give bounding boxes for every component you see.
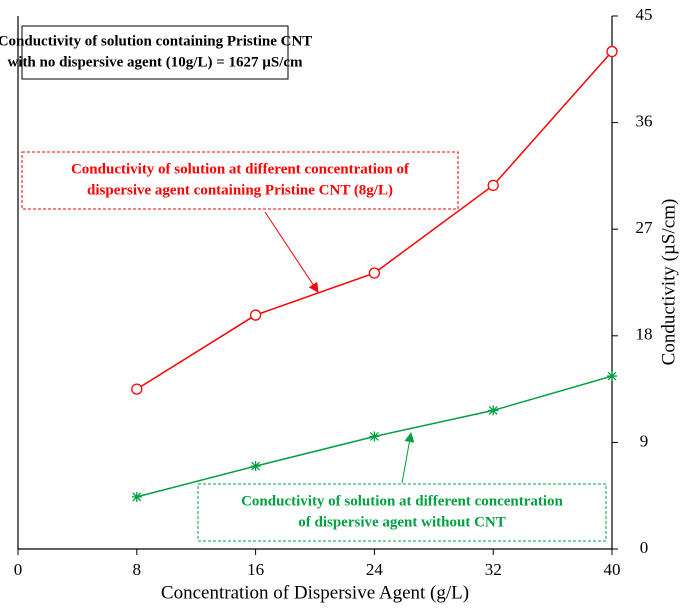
x-axis-label: Concentration of Dispersive Agent (g/L) [161, 582, 469, 603]
x-tick-label: 8 [133, 560, 142, 579]
marker [131, 383, 143, 395]
x-tick-label: 16 [247, 560, 264, 579]
y-axis-label: Conductivity (µS/cm) [658, 199, 679, 366]
marker [487, 179, 499, 192]
x-tick-label: 24 [366, 560, 384, 579]
y-tick-label: 27 [636, 218, 654, 237]
y-tick-label: 18 [636, 325, 653, 344]
annotation-text: with no dispersive agent (10g/L) = 1627 … [7, 54, 303, 70]
y-tick-label: 36 [636, 112, 653, 131]
marker [249, 309, 262, 321]
marker [250, 461, 261, 472]
annotation-text: Conductivity of solution containing Pris… [0, 33, 312, 49]
marker [606, 45, 618, 58]
marker [488, 405, 499, 416]
annotation-arrow [264, 211, 319, 293]
marker [369, 431, 380, 442]
series-line [136, 51, 613, 390]
x-tick-label: 40 [604, 560, 621, 579]
x-tick-label: 32 [485, 560, 502, 579]
annotation-text: Conductivity of solution at different co… [241, 493, 563, 509]
annotation-text: Conductivity of solution at different co… [71, 161, 410, 177]
marker [607, 371, 617, 382]
marker [131, 491, 142, 502]
annotation-box [21, 151, 459, 210]
annotation-box [21, 25, 289, 80]
x-tick-label: 0 [14, 560, 23, 579]
annotation-text: of dispersive agent without CNT [298, 514, 506, 530]
y-tick-label: 9 [640, 431, 649, 450]
annotation-box [197, 483, 607, 542]
y-tick-label: 45 [636, 5, 653, 24]
y-tick-label: 0 [640, 538, 649, 557]
marker [368, 267, 381, 279]
annotation-arrow [401, 432, 415, 484]
annotation-text: dispersive agent containing Pristine CNT… [87, 182, 393, 198]
